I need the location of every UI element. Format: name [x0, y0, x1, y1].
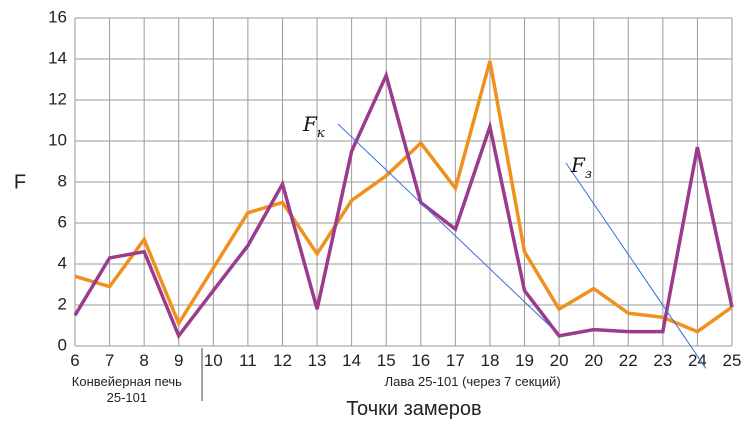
x-tick-label: 8 — [139, 351, 148, 370]
y-tick-label: 8 — [58, 171, 67, 190]
x-tick-label: 9 — [174, 351, 183, 370]
group-label: Конвейерная печь — [72, 374, 182, 389]
x-tick-label: 10 — [204, 351, 223, 370]
x-axis: 6 7 8 9 10 11 12 13 14 15 16 17 18 19 20 20 22 23 24 25 — [70, 351, 741, 370]
series-line-1 — [74, 60, 734, 334]
y-tick-label: 14 — [48, 48, 67, 67]
y-axis-label: F — [14, 171, 26, 193]
series-lines — [73, 60, 734, 340]
x-tick-label: 12 — [273, 351, 292, 370]
x-tick-label: 25 — [723, 351, 742, 370]
series-line-0 — [73, 70, 734, 340]
y-tick-label: 6 — [58, 212, 67, 231]
group-label: Лава 25-101 (через 7 секций) — [385, 374, 561, 389]
series-label-leader-0 — [337, 123, 552, 328]
x-tick-label: 24 — [688, 351, 707, 370]
y-tick-label: 0 — [58, 335, 67, 354]
x-tick-label: 18 — [480, 351, 499, 370]
y-tick-label: 10 — [48, 130, 67, 149]
x-tick-label: 22 — [619, 351, 638, 370]
x-tick-label: 17 — [446, 351, 465, 370]
x-tick-label: 20 — [584, 351, 603, 370]
x-tick-label: 11 — [239, 351, 257, 370]
x-tick-label: 14 — [342, 351, 361, 370]
x-axis-label: Точки замеров — [346, 398, 481, 420]
y-tick-label: 2 — [58, 294, 67, 313]
series-label-1: Fз — [570, 153, 592, 182]
x-tick-label: 13 — [308, 351, 327, 370]
x-tick-label: 15 — [377, 351, 396, 370]
y-tick-label: 12 — [48, 89, 67, 108]
y-tick-label: 4 — [58, 253, 67, 272]
x-tick-label: 7 — [105, 351, 114, 370]
series-label-0: Fк — [302, 112, 325, 141]
y-axis: 0 2 4 6 8 10 12 14 16 — [48, 7, 67, 354]
series-label-leader-1 — [565, 162, 707, 369]
x-tick-label: 16 — [411, 351, 430, 370]
x-tick-label: 20 — [550, 351, 569, 370]
x-tick-label: 6 — [70, 351, 79, 370]
y-tick-label: 16 — [48, 7, 67, 26]
grid — [74, 17, 733, 347]
series-labels: Fк Fз — [302, 112, 707, 369]
x-tick-label: 19 — [515, 351, 534, 370]
x-tick-label: 23 — [653, 351, 672, 370]
group-label-line2: 25-101 — [107, 390, 147, 405]
